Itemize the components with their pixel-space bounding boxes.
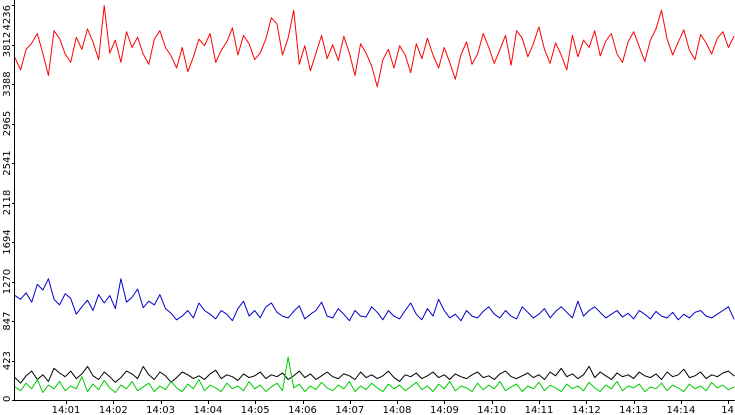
x-tick-label: 14:11 [525,405,554,415]
y-ticks-group: 0 423 847 1270 1694 2118 2541 2965 3388 3812 4236 [2,5,15,402]
y-tick-label: 2965 [2,111,13,136]
y-tick-label: 2541 [2,150,13,175]
y-tick-label: 847 [2,311,13,330]
x-tick-label: 14 [721,405,734,415]
x-tick-label: 14:03 [146,405,175,415]
x-tick-label: 14:08 [383,405,412,415]
series-line-2 [14,365,735,384]
series-line-1 [14,278,735,322]
series-group [14,5,735,393]
y-tick-label: 0 [2,396,13,402]
x-tick-label: 14:05 [241,405,270,415]
y-tick-label: 3812 [2,32,13,57]
y-tick-label: 1270 [2,269,13,294]
y-tick-label: 3388 [2,71,13,96]
x-tick-label: 14:10 [477,405,506,415]
y-tick-label: 423 [2,351,13,370]
series-line-3 [14,356,735,393]
x-tick-label: 14:01 [52,405,81,415]
y-tick-label: 2118 [2,190,13,215]
x-tick-label: 14:07 [335,405,364,415]
x-tick-label: 14:04 [193,405,222,415]
x-ticks-group: 14:01 14:02 14:03 14:04 14:05 14:06 14:07 14:08… [52,400,734,415]
x-tick-label: 14:14 [666,405,695,415]
y-tick-label: 1694 [2,229,13,254]
x-tick-label: 14:06 [288,405,317,415]
y-tick-label: 4236 [2,5,13,30]
x-tick-label: 14:09 [430,405,459,415]
series-line-0 [14,5,735,88]
x-tick-label: 14:02 [99,405,128,415]
x-tick-label: 14:13 [619,405,648,415]
axes-group [14,0,735,401]
x-tick-label: 14:12 [572,405,601,415]
